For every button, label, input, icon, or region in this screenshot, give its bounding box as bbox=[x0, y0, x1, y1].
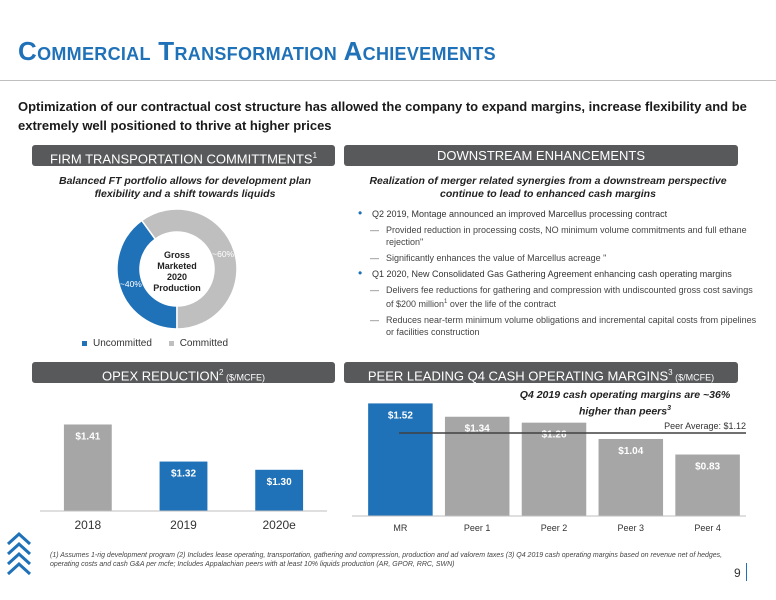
sub-bullet-fee-reductions-sup: 1 bbox=[444, 299, 448, 305]
opex-bar-2020e bbox=[255, 469, 304, 511]
legend-label-uncommitted: Uncommitted bbox=[93, 338, 152, 349]
margins-banner-unit: ($/MCFE) bbox=[672, 372, 715, 383]
page-subtitle: Optimization of our contractual cost str… bbox=[18, 99, 747, 133]
margins-x-tick-label: MR bbox=[393, 523, 407, 533]
margins-bar-peer-4 bbox=[675, 454, 740, 516]
margins-heading-sup: 3 bbox=[667, 405, 671, 412]
downstream-heading: Realization of merger related synergies … bbox=[369, 175, 727, 200]
margins-bar-chart: $1.52 $1.34 $1.26 $1.04 $0.83 Peer Average: … bbox=[352, 403, 746, 533]
opex-value-label: $1.32 bbox=[171, 469, 196, 480]
peer-average-label: Peer Average: $1.12 bbox=[664, 421, 746, 431]
sub-bullet-fee-reductions-tail: over the life of the contract bbox=[447, 299, 556, 309]
donut-center-line-2: Marketed bbox=[157, 261, 197, 271]
opex-value-label: $1.30 bbox=[267, 477, 292, 488]
downstream-bullet-list: Q2 2019, Montage announced an improved M… bbox=[358, 207, 758, 342]
opex-banner-unit: ($/MCFE) bbox=[223, 372, 265, 383]
ft-banner-sup: 1 bbox=[312, 151, 318, 160]
margins-x-tick-label: Peer 3 bbox=[618, 523, 645, 533]
margins-value-label: $1.26 bbox=[541, 430, 566, 441]
legend-swatch-committed bbox=[168, 340, 174, 346]
margins-x-tick-label: Peer 4 bbox=[694, 523, 721, 533]
donut-center-label: Gross Marketed 2020 Production bbox=[153, 250, 201, 293]
legend-label-committed: Committed bbox=[179, 338, 229, 349]
margins-bar-peer-3 bbox=[598, 438, 664, 516]
margins-bar-peer-2 bbox=[521, 422, 587, 516]
opex-bar-2019 bbox=[159, 461, 208, 511]
donut-label-committed: ~60% bbox=[212, 249, 234, 259]
margins-value-label: $1.04 bbox=[618, 446, 643, 457]
ft-banner: FIRM TRANSPORTATION COMMITTMENTS1 bbox=[32, 145, 335, 166]
margins-value-label: $0.83 bbox=[695, 462, 720, 473]
footnote: (1) Assumes 1-rig development program (2… bbox=[50, 552, 723, 568]
sub-bullet-fee-reductions: Delivers fee reductions for gathering an… bbox=[358, 284, 758, 310]
page-number-accent bbox=[746, 563, 747, 581]
margins-heading: Q4 2019 cash operating margins are ~36% … bbox=[515, 389, 735, 419]
margins-x-tick-label: Peer 1 bbox=[464, 523, 491, 533]
opex-banner-sup: 2 bbox=[219, 368, 224, 377]
downstream-banner: DOWNSTREAM ENHANCEMENTS bbox=[344, 145, 738, 166]
opex-value-label: $1.41 bbox=[75, 431, 100, 442]
donut-slice-uncommitted bbox=[116, 219, 178, 330]
opex-x-tick-label: 2020e bbox=[262, 518, 296, 532]
opex-banner-text: OPEX REDUCTION bbox=[102, 368, 220, 384]
margins-heading-text: Q4 2019 cash operating margins are ~36% … bbox=[519, 389, 731, 418]
company-logo-icon bbox=[6, 531, 32, 576]
title-divider bbox=[0, 80, 776, 81]
opex-bar-2018 bbox=[63, 424, 112, 511]
page-title: Commercial Transformation Achievements bbox=[18, 36, 496, 66]
donut-label-uncommitted: ~40% bbox=[120, 279, 142, 289]
donut-slice-committed bbox=[140, 208, 238, 330]
page-number: 9 bbox=[734, 566, 741, 580]
margins-bar-mr bbox=[368, 403, 433, 516]
production-donut-chart: ~40% ~60% Gross Marketed 2020 Production bbox=[116, 208, 238, 330]
sub-bullet-volume-obligations: Reduces near-term minimum volume obligat… bbox=[358, 314, 758, 338]
opex-bar-chart: $1.41 $1.32 $1.30 2018 2019 2020e bbox=[40, 424, 327, 532]
opex-x-tick-label: 2018 bbox=[74, 518, 101, 532]
sub-bullet-fee-reductions-text: Delivers fee reductions for gathering an… bbox=[386, 285, 753, 309]
margins-x-tick-label: Peer 2 bbox=[541, 523, 568, 533]
donut-center-line-1: Gross bbox=[164, 250, 190, 260]
opex-banner: OPEX REDUCTION2 ($/MCFE) bbox=[32, 362, 335, 383]
bullet-gathering-agreement: Q1 2020, New Consolidated Gas Gathering … bbox=[358, 267, 758, 280]
opex-x-tick-label: 2019 bbox=[170, 518, 197, 532]
legend-swatch-uncommitted bbox=[82, 340, 87, 346]
donut-center-line-4: Production bbox=[153, 283, 201, 293]
margins-banner-sup: 3 bbox=[668, 368, 673, 377]
sub-bullet-processing-cost: Provided reduction in processing costs, … bbox=[358, 224, 758, 248]
margins-banner-text: PEER LEADING Q4 CASH OPERATING MARGINS bbox=[367, 368, 669, 384]
donut-center-line-3: 2020 bbox=[167, 272, 187, 282]
sub-bullet-acreage-value: Significantly enhances the value of Marc… bbox=[358, 252, 758, 264]
bullet-processing-contract: Q2 2019, Montage announced an improved M… bbox=[358, 207, 758, 220]
margins-value-label: $1.52 bbox=[388, 410, 413, 421]
margins-value-label: $1.34 bbox=[465, 424, 490, 435]
ft-heading: Balanced FT portfolio allows for develop… bbox=[58, 175, 312, 200]
ft-banner-text: FIRM TRANSPORTATION COMMITTMENTS bbox=[49, 151, 313, 167]
donut-legend: Uncommitted Committed bbox=[82, 338, 228, 349]
margins-banner: PEER LEADING Q4 CASH OPERATING MARGINS3 … bbox=[344, 362, 738, 383]
